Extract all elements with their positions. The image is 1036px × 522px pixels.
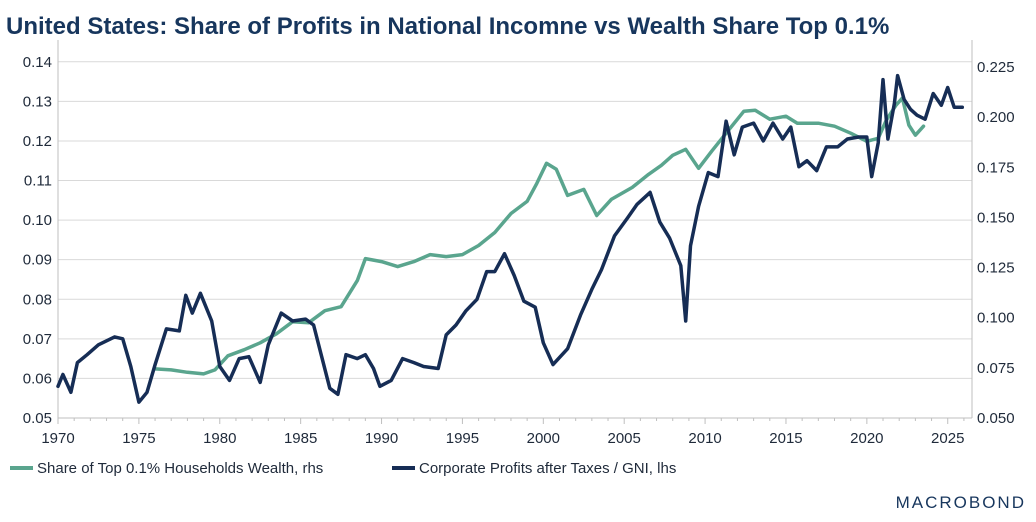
x-tick-label: 1995 [446,430,479,447]
legend-label-corporate-profits: Corporate Profits after Taxes / GNI, lhs [419,460,676,477]
left-tick-label: 0.14 [23,54,52,71]
right-tick-label: 0.175 [977,159,1015,176]
left-tick-label: 0.05 [23,410,52,427]
right-axis: 0.050 0.075 0.100 0.125 0.150 0.175 0.200 0.225 [971,40,1015,427]
left-tick-label: 0.13 [23,93,52,110]
gridlines [58,61,972,419]
series-line-corporate-profits [56,73,965,404]
left-tick-label: 0.12 [23,133,52,150]
x-tick-label: 1975 [122,430,155,447]
chart-title: United States: Share of Profits in Natio… [6,13,889,40]
right-tick-label: 0.050 [977,410,1015,427]
left-tick-label: 0.11 [24,173,52,190]
x-axis: 1970 1975 1980 1985 1990 1995 2000 2005 2010 2015… [41,417,972,447]
x-tick-label: 1980 [203,430,236,447]
left-tick-label: 0.06 [23,370,52,387]
right-tick-label: 0.125 [977,260,1015,277]
left-tick-label: 0.07 [23,331,52,348]
x-tick-label: 2020 [850,430,883,447]
legend-label-wealth-share: Share of Top 0.1% Households Wealth, rhs [37,460,323,477]
right-tick-label: 0.075 [977,360,1015,377]
brand-label: MACROBOND [896,493,1026,512]
x-tick-label: 2005 [608,430,641,447]
left-tick-label: 0.09 [23,252,52,269]
x-tick-label: 2000 [527,430,560,447]
x-tick-label: 1990 [365,430,398,447]
x-tick-label: 1970 [41,430,74,447]
x-tick-label: 2015 [769,430,802,447]
left-tick-label: 0.08 [23,291,52,308]
legend: Share of Top 0.1% Households Wealth, rhs… [10,460,676,477]
left-tick-label: 0.10 [23,212,52,229]
x-tick-label: 2010 [688,430,721,447]
right-tick-label: 0.200 [977,109,1015,126]
right-tick-label: 0.225 [977,59,1015,76]
right-tick-label: 0.150 [977,209,1015,226]
x-tick-label: 1985 [284,430,317,447]
right-tick-label: 0.100 [977,310,1015,327]
x-tick-label: 2025 [931,430,964,447]
series-lines [56,73,965,404]
macrobond-logo: MACROBOND [896,493,1026,512]
left-axis: 0.05 0.06 0.07 0.08 0.09 0.10 0.11 0.12 0.13 0.14 [23,40,59,427]
